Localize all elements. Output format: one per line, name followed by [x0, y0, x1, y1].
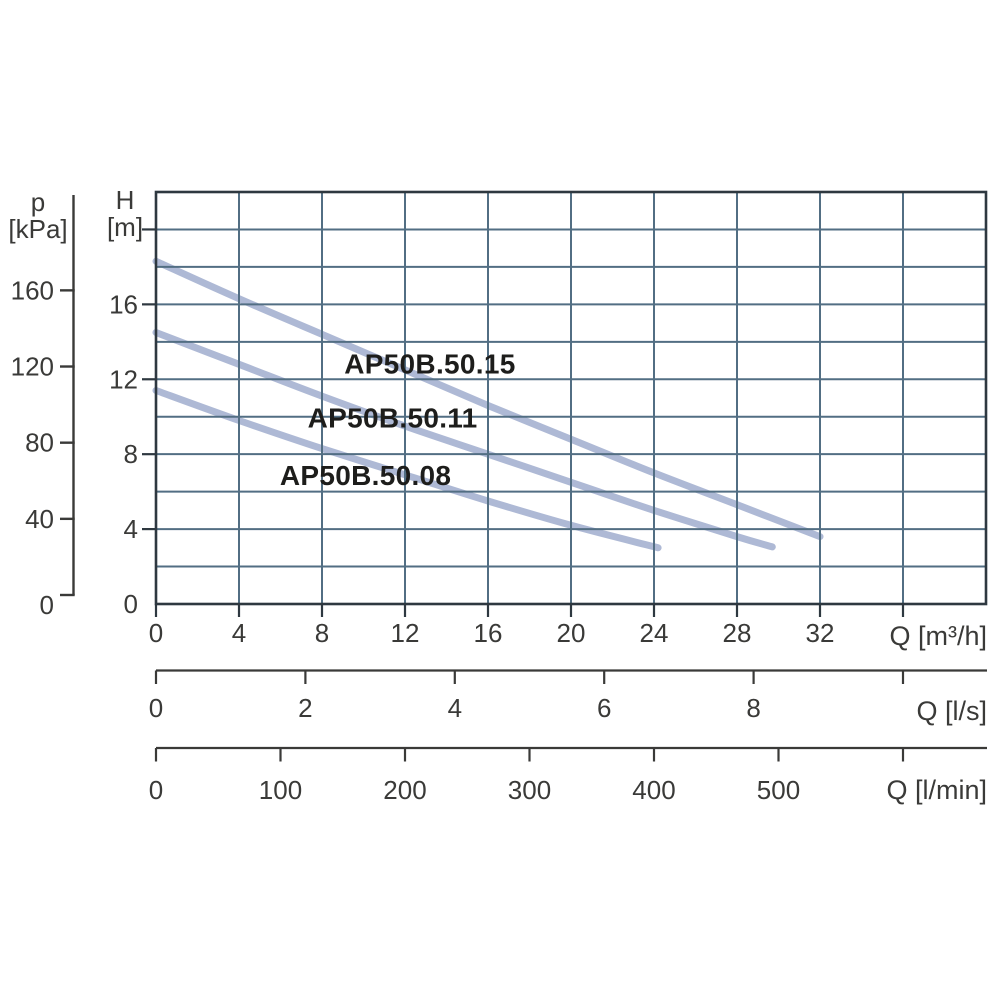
head-tick-label: 0 [124, 589, 138, 619]
pressure-axis: 0 40 80 120 160 [11, 195, 75, 620]
curve-name-label: AP50B.50.15 [344, 348, 515, 379]
head-tick-label: 4 [124, 514, 138, 544]
head-axis: 0 4 8 12 16 [109, 228, 156, 619]
lmin-tick-label: 300 [508, 775, 551, 805]
kpa-tick-label: 120 [11, 352, 54, 382]
m3h-tick-label: 28 [723, 618, 752, 648]
m3h-tick-label: 20 [557, 618, 586, 648]
m3h-tick-label: 0 [149, 618, 163, 648]
flow-axis-lmin: 0 100 200 300 400 500 [149, 746, 987, 805]
curve-name-label: AP50B.50.11 [308, 403, 478, 434]
kpa-tick-label: 80 [25, 428, 54, 458]
kpa-tick-label: 0 [40, 590, 54, 620]
pressure-axis-quantity: p [30, 187, 46, 217]
head-tick-label: 16 [109, 289, 138, 319]
pressure-axis-unit: [kPa] [8, 214, 68, 244]
head-axis-quantity: H [115, 185, 135, 215]
head-tick-label: 12 [109, 364, 138, 394]
ls-tick-label: 2 [298, 693, 312, 723]
ls-tick-label: 6 [597, 693, 611, 723]
flow-axis-unit-lmin: Q [l/min] [886, 775, 987, 805]
m3h-tick-label: 16 [474, 618, 503, 648]
lmin-tick-label: 400 [632, 775, 675, 805]
flow-axis-m3h: 0 4 8 12 16 20 24 28 32 [149, 604, 905, 648]
m3h-tick-label: 8 [315, 618, 329, 648]
grid [156, 192, 986, 604]
curve-labels: AP50B.50.15 AP50B.50.11 AP50B.50.08 [280, 348, 515, 491]
flow-axis-unit-m3h: Q [m³/h] [889, 621, 987, 651]
head-axis-title: H [m] [100, 187, 150, 241]
kpa-tick-label: 160 [11, 275, 54, 305]
m3h-tick-label: 4 [232, 618, 246, 648]
lmin-tick-label: 200 [383, 775, 426, 805]
head-axis-unit: [m] [106, 212, 144, 242]
flow-axis-unit-ls: Q [l/s] [916, 696, 987, 726]
m3h-tick-label: 12 [391, 618, 420, 648]
kpa-tick-label: 40 [25, 504, 54, 534]
m3h-tick-label: 24 [640, 618, 669, 648]
head-tick-label: 8 [124, 439, 138, 469]
lmin-tick-label: 0 [149, 775, 163, 805]
flow-axis-ls: 0 2 4 6 8 [149, 669, 987, 723]
ls-tick-label: 0 [149, 693, 163, 723]
lmin-tick-label: 100 [259, 775, 302, 805]
ls-tick-label: 4 [448, 693, 462, 723]
curve-name-label: AP50B.50.08 [280, 460, 451, 491]
lmin-tick-label: 500 [757, 775, 800, 805]
m3h-tick-label: 32 [806, 618, 835, 648]
ls-tick-label: 8 [746, 693, 760, 723]
pressure-axis-title: p [kPa] [8, 189, 68, 243]
